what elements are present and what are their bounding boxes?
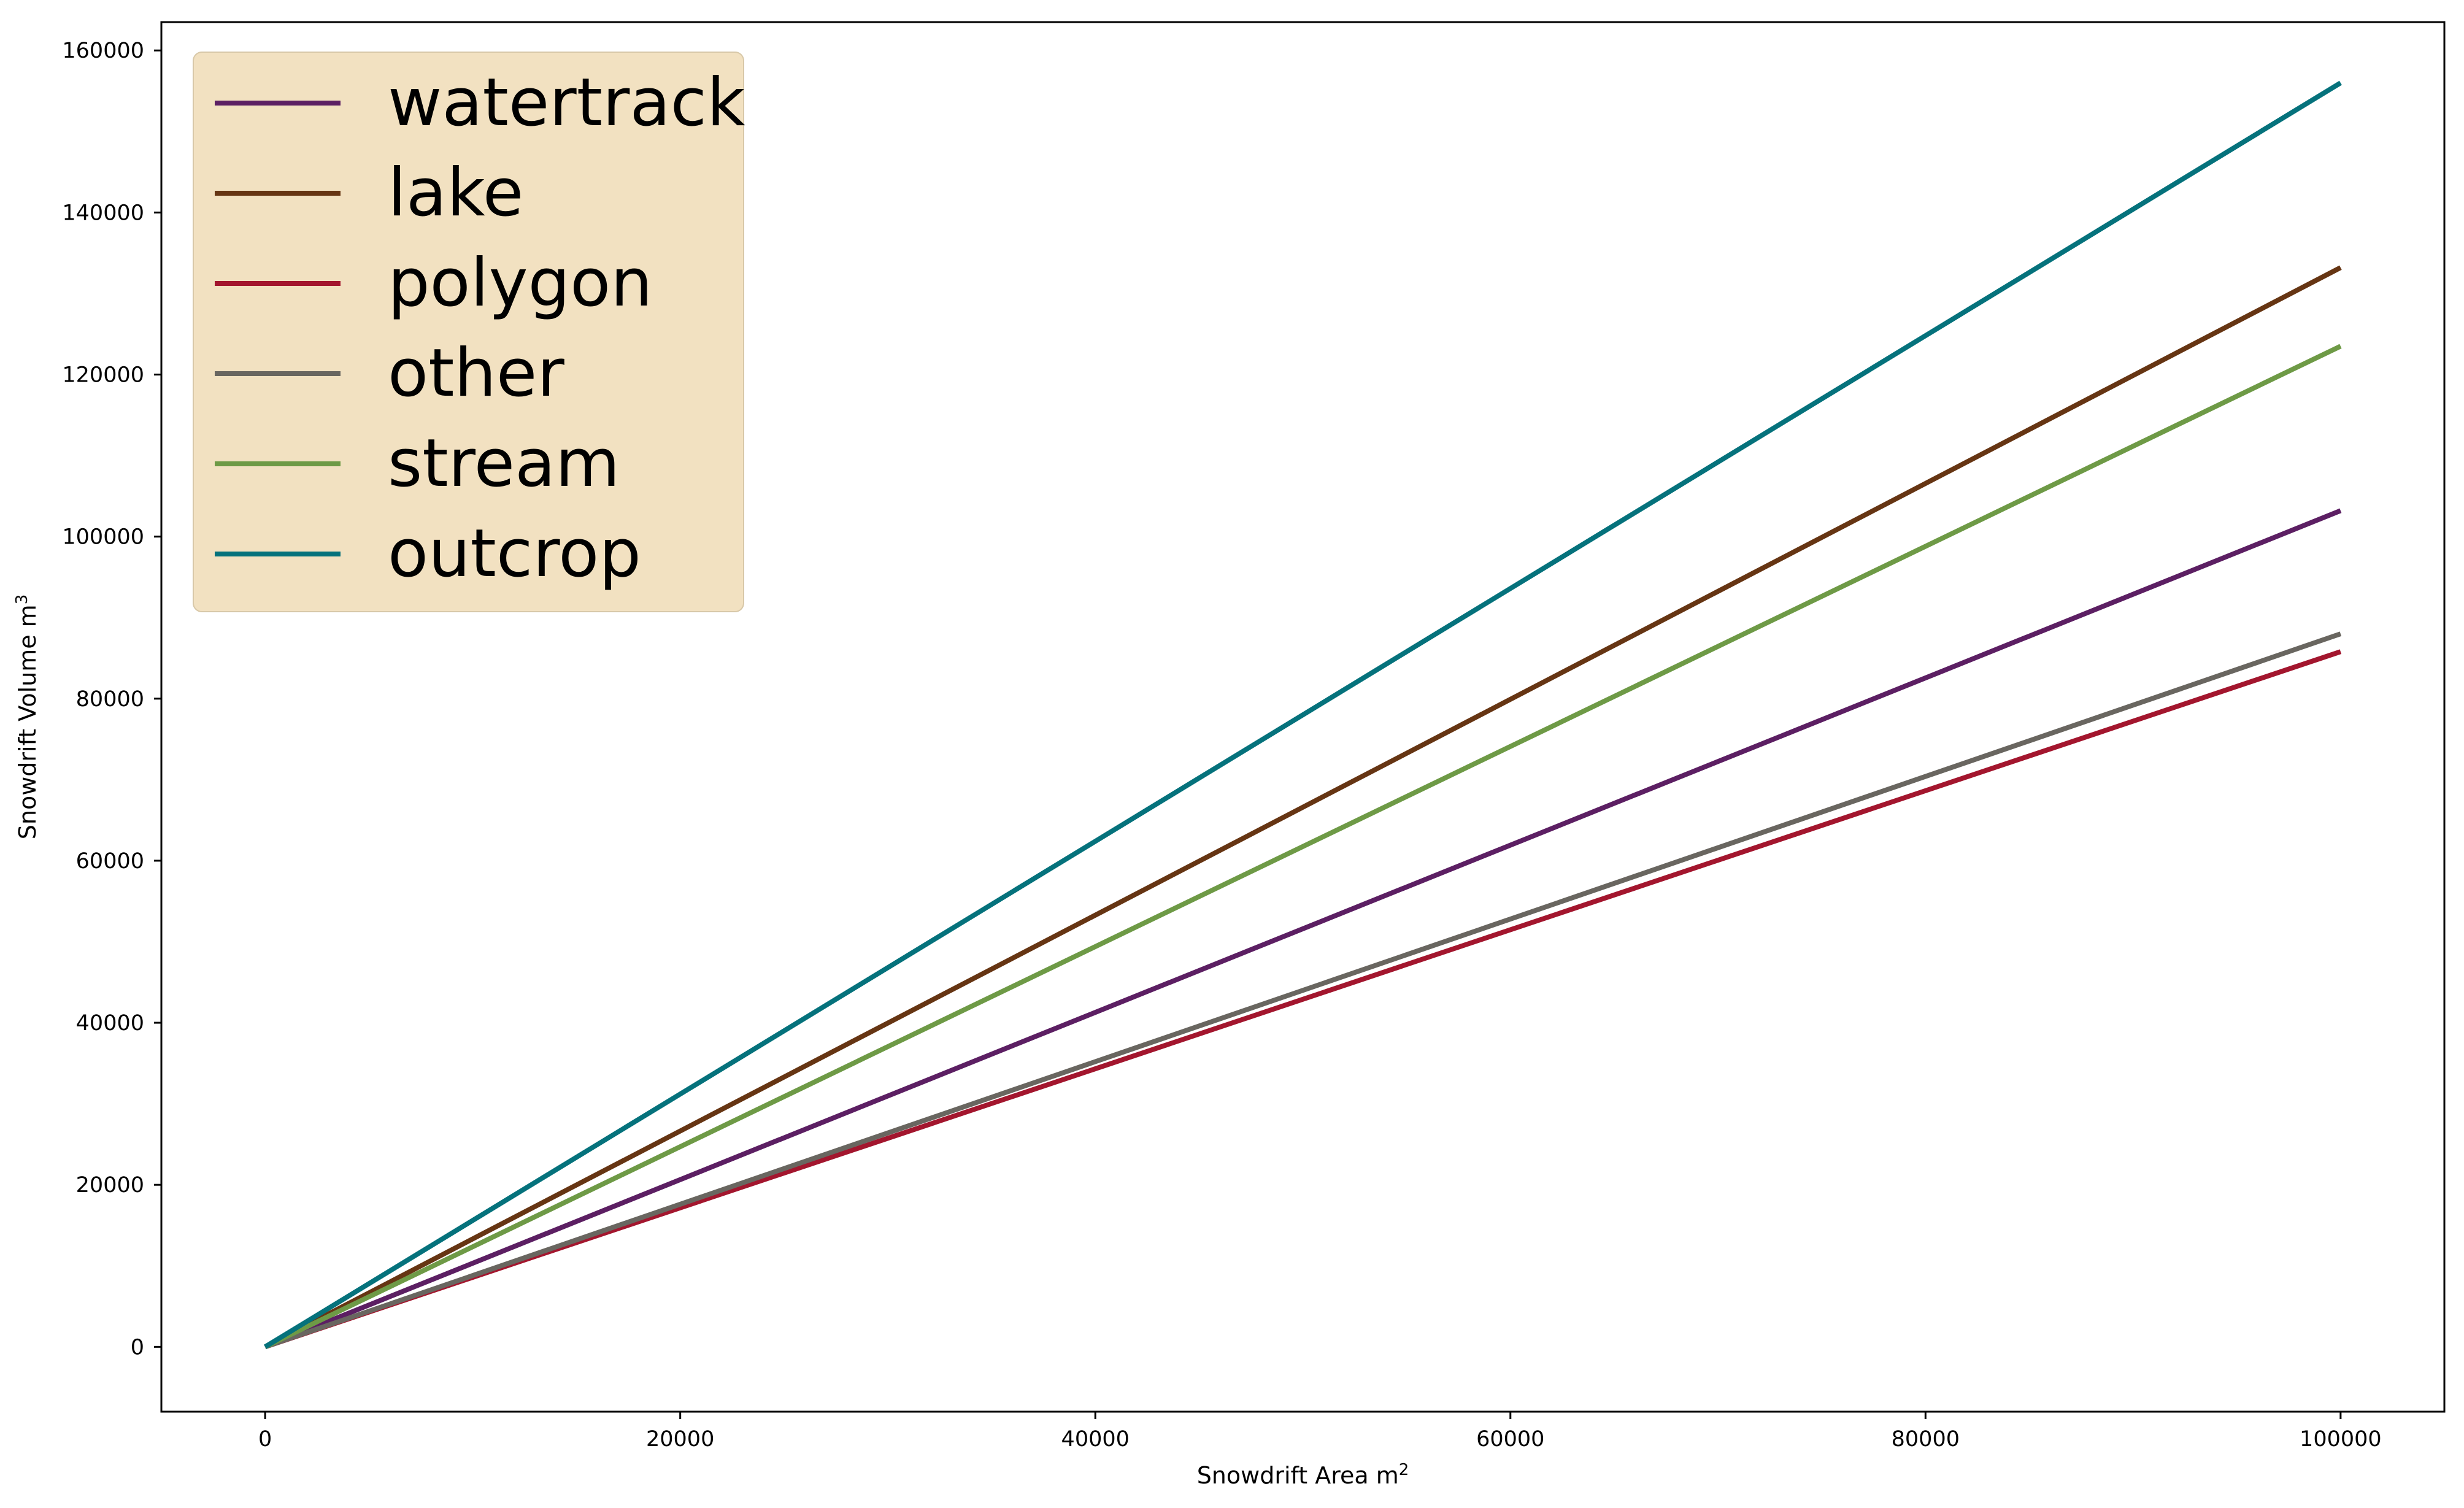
y-axis-label-text: Snowdrift Volume m	[14, 604, 41, 839]
y-tick-label: 0	[131, 1335, 144, 1360]
y-axis-label: Snowdrift Volume m3	[13, 594, 41, 840]
series-line-polygon	[264, 649, 2342, 1350]
x-tick-label: 0	[258, 1427, 272, 1452]
y-tick-label: 80000	[76, 687, 144, 712]
y-tick-label: 100000	[62, 525, 144, 550]
series-line-lake	[264, 265, 2342, 1349]
y-tick-label: 120000	[62, 363, 144, 388]
legend-label-other: other	[388, 335, 564, 412]
y-tick-label: 40000	[76, 1011, 144, 1036]
legend-label-polygon: polygon	[388, 245, 653, 321]
x-tick-label: 80000	[1892, 1427, 1960, 1452]
series-layer	[264, 80, 2342, 1350]
series-line-other	[264, 631, 2342, 1350]
y-tick-label: 160000	[62, 39, 144, 63]
y-axis: 0 20000 40000 60000 80000 100000 120000 140000 1…	[62, 39, 161, 1360]
legend-label-lake: lake	[388, 155, 523, 231]
y-tick-label: 140000	[62, 201, 144, 225]
x-tick-label: 40000	[1061, 1427, 1130, 1452]
legend-label-stream: stream	[388, 425, 620, 502]
x-axis-label-superscript: 2	[1399, 1461, 1409, 1479]
series-line-stream	[264, 344, 2342, 1349]
x-axis-label-text: Snowdrift Area m	[1197, 1462, 1399, 1489]
y-tick-label: 60000	[76, 849, 144, 874]
plot-frame	[160, 21, 2446, 1413]
x-axis-label: Snowdrift Area m2	[1197, 1461, 1409, 1489]
legend: watertrack lake polygon other stream outcrop	[193, 52, 745, 612]
x-tick-label: 100000	[2300, 1427, 2382, 1452]
series-line-outcrop	[264, 80, 2342, 1349]
legend-label-outcrop: outcrop	[388, 515, 641, 592]
x-tick-label: 60000	[1476, 1427, 1544, 1452]
series-line-watertrack	[264, 508, 2342, 1350]
legend-label-watertrack: watertrack	[388, 64, 745, 141]
x-tick-label: 20000	[646, 1427, 714, 1452]
x-axis: 0 20000 40000 60000 80000 100000	[258, 1412, 2382, 1452]
y-axis-label-superscript: 3	[13, 594, 31, 605]
y-tick-label: 20000	[76, 1173, 144, 1198]
